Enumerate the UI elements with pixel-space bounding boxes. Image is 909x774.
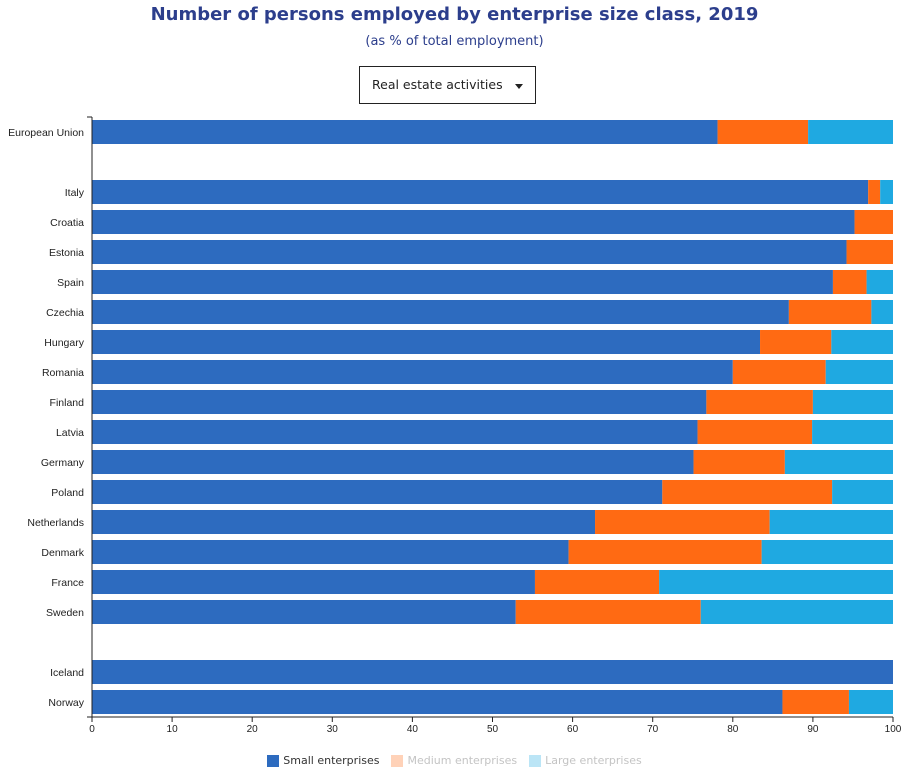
bar-segment bbox=[92, 240, 847, 264]
bar-segment bbox=[92, 510, 596, 534]
legend-item-small[interactable]: Small enterprises bbox=[267, 754, 379, 767]
bar-segment bbox=[812, 420, 893, 444]
bar-segment bbox=[92, 420, 698, 444]
category-label: Sweden bbox=[46, 607, 84, 619]
legend-swatch-large bbox=[529, 754, 542, 767]
bar-segment bbox=[693, 450, 785, 474]
bar-segment bbox=[846, 240, 893, 264]
bar-segment bbox=[866, 270, 893, 294]
bar-segment bbox=[534, 570, 660, 594]
bar-segment bbox=[92, 210, 855, 234]
legend-swatch-medium bbox=[391, 754, 404, 767]
category-label: Norway bbox=[48, 697, 84, 709]
bar-segment bbox=[871, 300, 893, 324]
bar-segment bbox=[854, 210, 893, 234]
bar-segment bbox=[595, 510, 770, 534]
category-label: Romania bbox=[42, 367, 84, 379]
bar-segment bbox=[92, 480, 663, 504]
bar-segment bbox=[92, 450, 694, 474]
bar-segment bbox=[808, 120, 893, 144]
bar-segment bbox=[515, 600, 701, 624]
category-label: Hungary bbox=[44, 337, 84, 349]
stacked-bar-chart: European Union Italy Croatia Estonia Spain Cz… bbox=[8, 116, 902, 735]
category-label: Estonia bbox=[49, 247, 84, 259]
bar-segment bbox=[92, 270, 833, 294]
bar-segment bbox=[831, 330, 893, 354]
bar-segment bbox=[732, 360, 826, 384]
bar-segment bbox=[92, 120, 718, 144]
bar-segment bbox=[760, 330, 832, 354]
bar-segment bbox=[92, 690, 783, 714]
bar-segment bbox=[784, 450, 893, 474]
x-tick-label: 10 bbox=[167, 724, 179, 735]
bar-segment bbox=[92, 360, 733, 384]
category-label: Netherlands bbox=[27, 517, 84, 529]
bar-segment bbox=[880, 180, 893, 204]
x-tick-label: 70 bbox=[647, 724, 659, 735]
bar-segment bbox=[832, 270, 867, 294]
category-label: Poland bbox=[51, 487, 84, 499]
legend-label-small: Small enterprises bbox=[283, 754, 380, 767]
bar-segment bbox=[568, 540, 762, 564]
x-tick-label: 90 bbox=[807, 724, 819, 735]
category-label: Latvia bbox=[56, 427, 84, 439]
x-tick-label: 40 bbox=[407, 724, 419, 735]
x-tick-label: 80 bbox=[727, 724, 739, 735]
bar-segment bbox=[782, 690, 849, 714]
x-tick-label: 60 bbox=[567, 724, 579, 735]
category-label: European Union bbox=[8, 127, 84, 139]
category-label: Finland bbox=[50, 397, 85, 409]
bar-segment bbox=[848, 690, 893, 714]
bar-segment bbox=[825, 360, 893, 384]
chart-legend: Small enterprises Medium enterprises Lar… bbox=[0, 754, 909, 767]
bar-segment bbox=[706, 390, 813, 414]
x-tick-label: 100 bbox=[885, 724, 902, 735]
x-tick-label: 0 bbox=[89, 724, 95, 735]
category-label: Germany bbox=[41, 457, 85, 469]
bar-segment bbox=[92, 180, 869, 204]
bar-segment bbox=[92, 600, 516, 624]
bar-segment bbox=[92, 660, 893, 684]
bar-segment bbox=[662, 480, 833, 504]
category-label: Denmark bbox=[41, 547, 84, 559]
bar-segment bbox=[92, 330, 761, 354]
bar-segment bbox=[697, 420, 813, 444]
legend-item-medium[interactable]: Medium enterprises bbox=[391, 754, 517, 767]
bar-segment bbox=[788, 300, 872, 324]
bar-segment bbox=[659, 570, 893, 594]
category-label: France bbox=[51, 577, 84, 589]
legend-label-large: Large enterprises bbox=[545, 754, 642, 767]
bar-segment bbox=[832, 480, 893, 504]
category-label: Croatia bbox=[50, 217, 84, 229]
bar-segment bbox=[92, 540, 569, 564]
activity-dropdown[interactable]: Real estate activities bbox=[359, 66, 536, 104]
category-label: Czechia bbox=[46, 307, 84, 319]
chart-subtitle: (as % of total employment) bbox=[365, 34, 544, 49]
bar-segment bbox=[717, 120, 809, 144]
bar-segment bbox=[92, 390, 707, 414]
bar-segment bbox=[769, 510, 893, 534]
x-tick-label: 30 bbox=[327, 724, 339, 735]
category-label: Italy bbox=[65, 187, 85, 199]
category-label: Spain bbox=[57, 277, 84, 289]
x-tick-label: 50 bbox=[487, 724, 499, 735]
bar-segment bbox=[761, 540, 893, 564]
chevron-down-icon bbox=[515, 84, 523, 89]
legend-label-medium: Medium enterprises bbox=[407, 754, 518, 767]
legend-item-large[interactable]: Large enterprises bbox=[529, 754, 642, 767]
x-tick-label: 20 bbox=[247, 724, 259, 735]
legend-swatch-small bbox=[267, 754, 280, 767]
activity-dropdown-value: Real estate activities bbox=[372, 77, 503, 92]
bar-segment bbox=[812, 390, 893, 414]
category-label: Iceland bbox=[50, 667, 84, 679]
bar-segment bbox=[92, 300, 789, 324]
chart-title: Number of persons employed by enterprise… bbox=[150, 4, 759, 25]
bar-segment bbox=[868, 180, 881, 204]
bar-segment bbox=[92, 570, 535, 594]
bar-segment bbox=[700, 600, 893, 624]
